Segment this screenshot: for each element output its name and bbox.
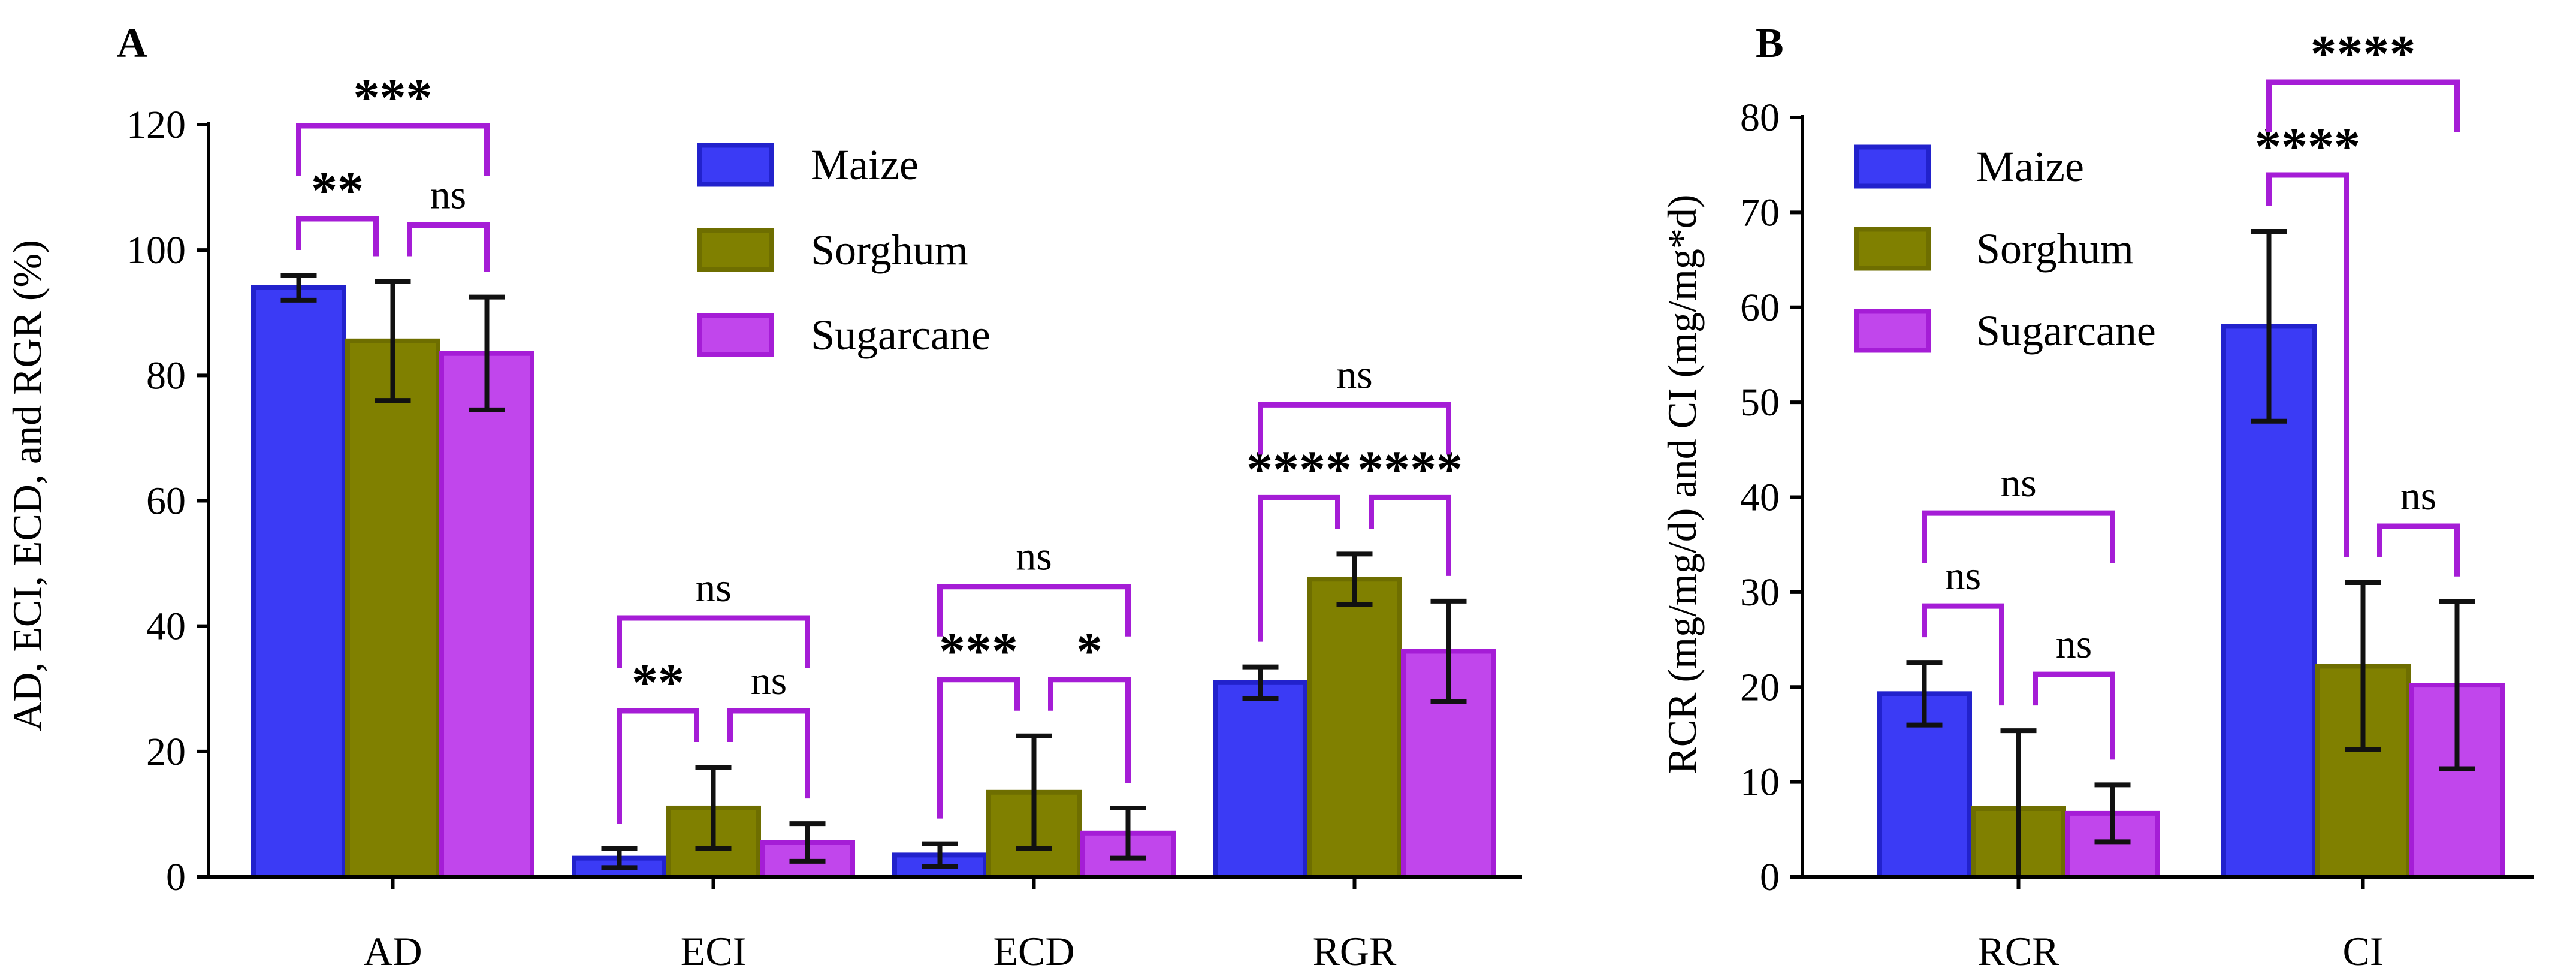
y-tick-label: 80 [1740, 96, 1780, 140]
bar-ad-sorghum [345, 338, 440, 879]
significance-bracket-ecd [937, 677, 1020, 819]
significance-label-rgr: **** [1246, 441, 1352, 499]
y-tick-label: 20 [1740, 665, 1780, 709]
y-tick-label: 20 [146, 730, 186, 774]
significance-label-ad: ** [311, 162, 364, 220]
significance-bracket-ad [296, 123, 490, 176]
significance-bracket-rgr [1369, 494, 1451, 576]
y-tick-label: 30 [1740, 571, 1780, 614]
significance-bracket-rcr [1922, 510, 2115, 563]
legend-swatch-maize [697, 143, 774, 187]
significance-label-ecd: ns [1016, 533, 1052, 579]
significance-bracket-ecd [937, 584, 1131, 637]
x-tick-label: RCR [1977, 928, 2059, 974]
significance-bracket-ci [2377, 523, 2460, 577]
significance-bracket-eci [617, 708, 699, 824]
significance-bracket-eci [727, 708, 810, 799]
y-tick-label: 60 [146, 480, 186, 523]
significance-bracket-rgr [1258, 494, 1340, 642]
y-tick-label: 40 [1740, 476, 1780, 520]
y-axis-title: RCR (mg/mg/d) and CI (mg/mg*d) [1659, 194, 1705, 774]
significance-label-rcr: ns [1945, 553, 1981, 598]
legend-label-sorghum: Sorghum [1976, 225, 2134, 273]
y-tick-label: 0 [166, 855, 186, 899]
significance-label-ecd: * [1076, 623, 1103, 681]
legend-swatch-sorghum [697, 228, 774, 272]
legend-swatch-sugarcane [697, 313, 774, 357]
x-tick-label: RGR [1313, 928, 1397, 974]
y-tick-label: 120 [126, 103, 186, 147]
y-tick-label: 0 [1760, 855, 1780, 899]
significance-bracket-rcr [1922, 603, 2004, 706]
panel-b-chart: B RCR (mg/mg/d) and CI (mg/mg*d) 0 10 20 30… [1659, 20, 2534, 974]
bar-ad-sugarcane [439, 351, 534, 879]
y-axis-title: AD, ECI, ECD, and RGR (%) [4, 240, 50, 731]
x-tick-label: ECI [681, 928, 747, 974]
x-tick-label: AD [363, 928, 422, 974]
significance-bracket-ad [296, 216, 379, 257]
significance-bracket-rcr [2033, 671, 2115, 760]
significance-label-eci: ns [695, 565, 731, 610]
significance-label-rcr: ns [2000, 460, 2036, 505]
legend-swatch-sorghum [1854, 227, 1931, 271]
legend-label-sugarcane: Sugarcane [811, 311, 990, 359]
significance-label-ecd: *** [939, 623, 1018, 681]
significance-bracket-rgr [1258, 402, 1451, 455]
significance-label-rgr: **** [1357, 441, 1463, 499]
y-tick-label: 100 [126, 228, 186, 272]
panel-a-chart: A AD, ECI, ECD, and RGR (%) 0 20 40 60 80 100… [4, 20, 1522, 974]
y-tick-label: 40 [146, 605, 186, 649]
significance-label-eci: ** [632, 654, 684, 712]
y-tick-label: 10 [1740, 761, 1780, 804]
significance-label-rcr: ns [2056, 621, 2092, 667]
bar-rgr-sugarcane [1401, 649, 1496, 879]
x-tick-label: CI [2343, 928, 2384, 974]
significance-label-ad: *** [354, 69, 433, 127]
y-tick-label: 80 [146, 354, 186, 397]
legend-label-sugarcane: Sugarcane [1976, 307, 2156, 355]
significance-label-ci: ns [2400, 473, 2436, 518]
legend-label-maize: Maize [811, 141, 919, 189]
bar-ad-maize [251, 285, 346, 879]
significance-bracket-ad [407, 222, 490, 272]
significance-label-ci: **** [2255, 118, 2360, 176]
y-tick-label: 60 [1740, 286, 1780, 330]
significance-bracket-ci [2266, 79, 2460, 132]
significance-bracket-ci [2266, 172, 2349, 558]
x-tick-label: ECD [993, 928, 1075, 974]
bar-rgr-sorghum [1307, 577, 1402, 880]
significance-label-rgr: ns [1336, 351, 1372, 397]
panel-b-letter: B [1756, 20, 1784, 67]
legend-label-sorghum: Sorghum [811, 226, 968, 274]
significance-label-ad: ns [430, 171, 466, 217]
bar-rgr-maize [1213, 680, 1308, 879]
significance-label-eci: ns [751, 658, 787, 703]
y-tick-label: 50 [1740, 381, 1780, 424]
y-tick-label: 70 [1740, 191, 1780, 234]
legend-swatch-sugarcane [1854, 309, 1931, 353]
panel-a-letter: A [117, 20, 147, 67]
significance-label-ci: **** [2311, 25, 2416, 83]
significance-bracket-eci [617, 615, 810, 668]
significance-bracket-ecd [1048, 677, 1131, 783]
legend-swatch-maize [1854, 144, 1931, 189]
legend-label-maize: Maize [1976, 143, 2084, 191]
